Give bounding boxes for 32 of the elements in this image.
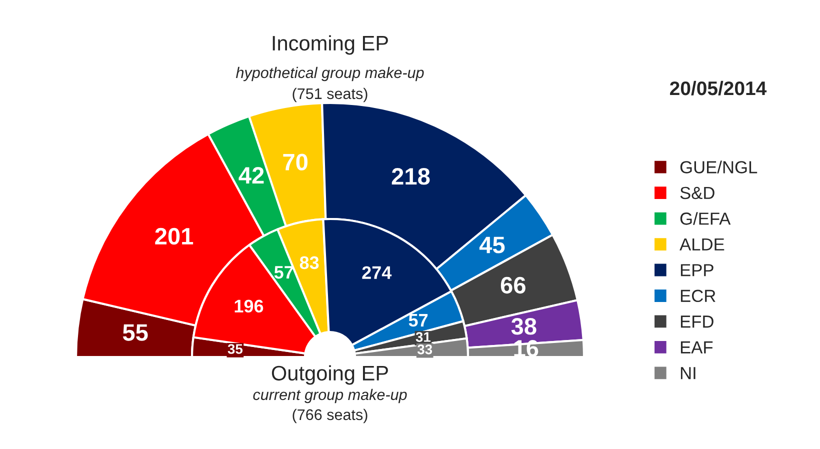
data-label: 33 (417, 344, 432, 354)
data-label: 35 (228, 344, 243, 354)
data-label: 70 (283, 154, 308, 170)
chart-subtitle: hypothetical group make-up (236, 66, 424, 82)
data-label: 42 (238, 167, 264, 184)
legend-label: GUE/NGL (680, 160, 758, 174)
data-label: 83 (300, 256, 319, 270)
data-label: 55 (122, 324, 148, 341)
text: current group make-up (253, 388, 407, 404)
data-label: 218 (392, 168, 430, 185)
chart-title: Incoming EP (272, 35, 388, 55)
data-label: 45 (479, 236, 505, 254)
legend-label: EAF (680, 341, 713, 354)
legend-label: EFD (680, 316, 714, 328)
legend-label: ALDE (680, 238, 724, 250)
data-label: 31 (416, 332, 431, 342)
data-label: 201 (155, 228, 194, 245)
legend-label: S&D (680, 186, 714, 200)
data-label: 57 (408, 314, 428, 327)
text: 20/05/2014 (670, 80, 767, 96)
legend-label: NI (680, 367, 696, 380)
data-label: 196 (234, 300, 264, 313)
data-label: 66 (500, 276, 526, 294)
data-label: 274 (362, 266, 392, 279)
data-label: 38 (511, 318, 536, 335)
text: Outgoing EP (272, 365, 388, 385)
text: (751 seats) (292, 88, 368, 102)
legend-label: EPP (680, 264, 714, 276)
legend-label: ECR (680, 290, 716, 302)
data-label: 57 (274, 266, 294, 279)
text: (766 seats) (292, 408, 368, 424)
legend-label: G/EFA (680, 212, 731, 225)
